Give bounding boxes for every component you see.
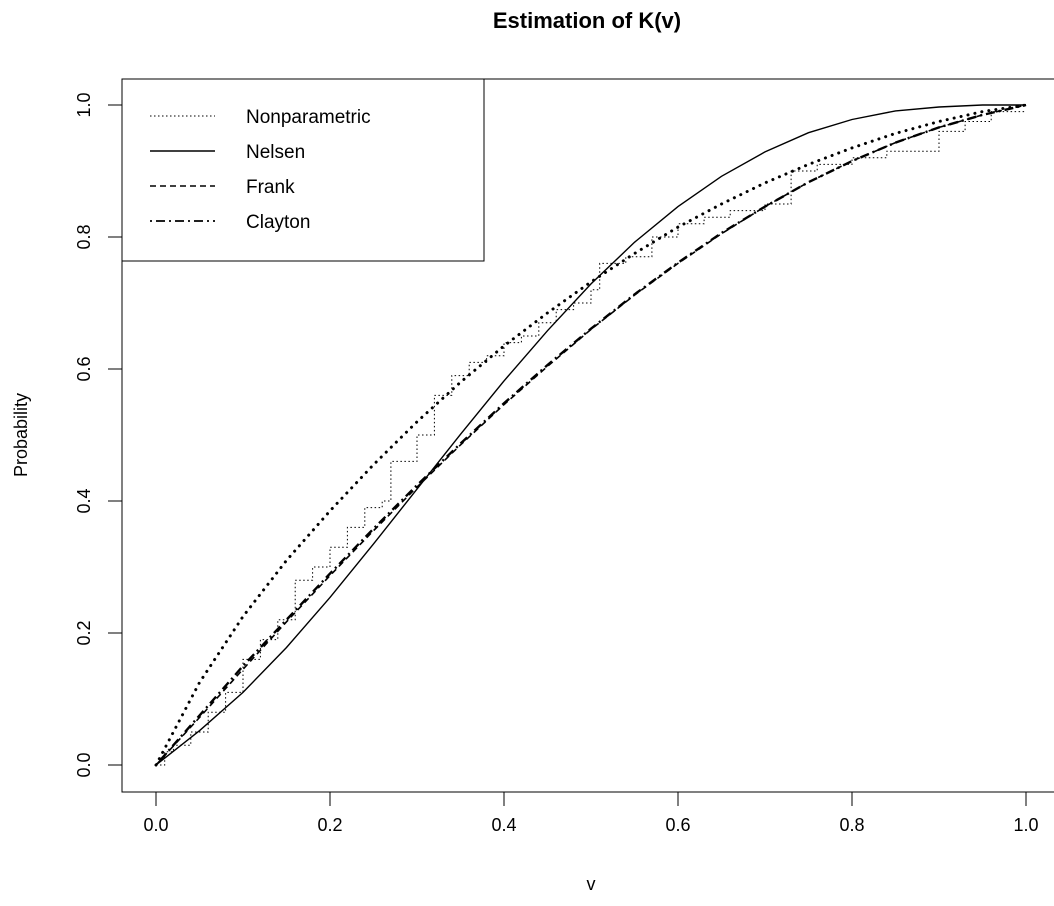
legend-label: Nonparametric xyxy=(246,107,371,128)
x-tick-label: 0.4 xyxy=(491,815,516,835)
x-tick-label: 0.8 xyxy=(839,815,864,835)
y-tick-label: 1.0 xyxy=(74,92,94,117)
y-axis-label: Probability xyxy=(11,393,31,477)
x-axis: 0.0 0.2 0.4 0.6 0.8 1.0 xyxy=(143,791,1039,835)
series-layer xyxy=(154,103,1028,767)
y-tick-label: 0.8 xyxy=(74,224,94,249)
series-line-nelsen xyxy=(155,104,1026,766)
legend: Nonparametric Nelsen Frank Clayton xyxy=(121,78,485,262)
y-axis: 0.0 0.2 0.4 0.6 0.8 1.0 xyxy=(74,92,123,778)
x-axis-label: v xyxy=(587,874,596,894)
x-tick-label: 0.0 xyxy=(143,815,168,835)
series-line-clayton xyxy=(155,103,1027,766)
legend-label: Frank xyxy=(246,177,295,198)
y-tick-label: 0.0 xyxy=(74,752,94,777)
legend-box xyxy=(121,78,485,262)
series-line-nonparametric xyxy=(156,111,1026,766)
y-tick-label: 0.4 xyxy=(74,488,94,513)
series-line-frank xyxy=(155,104,1027,766)
legend-label: Nelsen xyxy=(246,142,305,163)
x-tick-label: 0.6 xyxy=(665,815,690,835)
x-tick-label: 1.0 xyxy=(1013,815,1038,835)
x-tick-label: 0.2 xyxy=(317,815,342,835)
legend-label: Clayton xyxy=(246,212,310,233)
y-tick-label: 0.2 xyxy=(74,620,94,645)
chart-title: Estimation of K(v) xyxy=(493,8,681,33)
y-tick-label: 0.6 xyxy=(74,356,94,381)
